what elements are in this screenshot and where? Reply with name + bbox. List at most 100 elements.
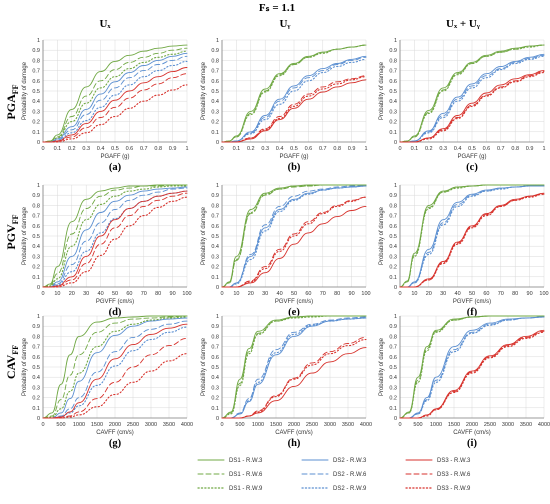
y-tick-label: 0.3 (32, 385, 40, 391)
x-tick-label: 40 (455, 291, 461, 297)
series-line-ds2-r-w-6 (42, 187, 188, 288)
y-tick-label: 1 (216, 38, 219, 44)
x-tick-label: 1500 (270, 422, 282, 428)
y-tick-label: 0.8 (389, 58, 397, 64)
x-tick-label: 0.3 (82, 146, 90, 152)
panel-f: 00.10.20.30.40.50.60.70.80.910 10 20 30 40 50… (379, 183, 549, 318)
x-axis-label: PGAFF (g) (457, 154, 486, 160)
x-tick-label: 0.7 (319, 146, 327, 152)
y-tick-label: 0.9 (389, 193, 397, 199)
y-tick-label: 0.5 (389, 365, 397, 371)
y-tick-label: 0.6 (32, 224, 40, 230)
series-line-ds2-r-w-9 (221, 58, 367, 143)
y-tick-label: 0.5 (32, 89, 40, 95)
y-tick-label: 0.5 (32, 365, 40, 371)
y-tick-label: 0.8 (211, 203, 219, 209)
x-tick-label: 90 (527, 291, 533, 297)
x-axis-label: PGVFF (cm/s) (96, 299, 134, 305)
y-tick-label: 0 (394, 416, 397, 422)
series-line-ds2-r-w-6 (399, 185, 545, 288)
y-tick-label: 0.6 (32, 355, 40, 361)
y-tick-label: 0.6 (211, 355, 219, 361)
y-tick-label: 0.5 (389, 234, 397, 240)
x-tick-label: 60 (305, 291, 311, 297)
series-line-ds1-r-w-3 (42, 315, 188, 419)
y-tick-label: 0.6 (389, 355, 397, 361)
series-line-ds3-r-w-6 (42, 73, 188, 143)
series-line-ds1-r-w-9 (221, 44, 367, 143)
series-line-ds3-r-w-9 (399, 193, 545, 288)
x-tick-label: 1 (542, 146, 545, 152)
series-line-ds2-r-w-3 (42, 317, 188, 419)
y-tick-label: 0.5 (211, 365, 219, 371)
figure-title: Fₛ = 1.1 (259, 2, 295, 14)
x-tick-label: 50 (291, 291, 297, 297)
x-tick-label: 0.3 (439, 146, 447, 152)
x-axis-label: PGVFF (cm/s) (453, 299, 491, 305)
panel-b: 0 0.1 0.2 0.3 0.4 0.5 0.6 0.7 0.8 0.9 1 0 0.1 0.2 0.3 0… (201, 38, 368, 173)
series-line-ds3-r-w-3 (42, 190, 188, 288)
panel-e: 00.10.20.30.40.50.60.70.80.910 10 20 30 40 50… (201, 183, 371, 318)
panel-letter: (b) (288, 162, 301, 173)
series-line-ds1-r-w-3 (42, 44, 188, 143)
legend-label: DS1 - R.W.3 (229, 458, 263, 464)
x-tick-label: 0 (41, 291, 44, 297)
row-label-cav: CAVFF (4, 345, 20, 379)
x-tick-label: 0.1 (233, 146, 241, 152)
x-tick-label: 0.5 (111, 146, 119, 152)
y-tick-label: 1 (394, 183, 397, 189)
y-tick-label: 0.9 (389, 48, 397, 54)
y-tick-label: 0.1 (32, 275, 40, 281)
y-tick-label: 0 (394, 140, 397, 146)
legend-item: DS2 - R.W.6 (301, 472, 367, 478)
panel-d: 00.10.20.30.40.50.60.70.80.910 10 20 30 40 50… (22, 183, 192, 318)
x-tick-label: 0.6 (126, 146, 134, 152)
y-tick-label: 0.9 (211, 324, 219, 330)
series-line-ds1-r-w-6 (221, 44, 367, 143)
y-tick-label: 1 (37, 314, 40, 320)
series-line-ds1-r-w-3 (399, 44, 545, 143)
x-tick-label: 1 (364, 146, 367, 152)
series-line-ds2-r-w-9 (399, 185, 545, 288)
x-tick-label: 0.9 (169, 146, 177, 152)
y-tick-label: 0 (37, 140, 40, 146)
x-tick-label: 1000 (73, 422, 85, 428)
series-line-ds2-r-w-3 (221, 317, 367, 419)
y-tick-label: 0.4 (32, 375, 40, 381)
y-tick-label: 0 (394, 285, 397, 291)
x-tick-label: 0 (220, 146, 223, 152)
x-tick-label: 0.6 (305, 146, 313, 152)
legend-item: DS2 - R.W.9 (301, 486, 367, 492)
x-tick-label: 2000 (466, 422, 478, 428)
y-tick-label: 0.7 (389, 345, 397, 351)
y-tick-label: 1 (394, 314, 397, 320)
y-tick-label: 0.1 (389, 406, 397, 412)
x-tick-label: 70 (141, 291, 147, 297)
series-line-ds2-r-w-6 (42, 55, 188, 143)
panel-letter: (f) (467, 307, 478, 318)
column-title-ux-uy: Uₓ + Uᵧ (446, 18, 480, 30)
panel-letter: (a) (109, 162, 122, 173)
panel-h: 0 0.1 0.2 0.3 0.4 0.5 0.6 0.7 0.8 0.9 1 0 500 1000 150… (201, 314, 372, 449)
y-tick-label: 0.2 (211, 396, 219, 402)
y-tick-label: 0.7 (32, 345, 40, 351)
y-tick-label: 1 (216, 183, 219, 189)
series-line-ds3-r-w-6 (42, 192, 188, 288)
y-tick-label: 0 (37, 285, 40, 291)
y-tick-label: 0.4 (32, 244, 40, 250)
series-line-ds1-r-w-9 (221, 184, 367, 288)
row-label-main: CAV (4, 354, 18, 379)
y-tick-label: 0 (216, 416, 219, 422)
y-tick-label: 0 (37, 416, 40, 422)
x-axis-label: PGAFF (g) (100, 154, 129, 160)
y-tick-label: 0.3 (32, 254, 40, 260)
y-axis-label: Probability of damage (379, 206, 385, 265)
x-tick-label: 30 (262, 291, 268, 297)
x-tick-label: 500 (56, 422, 65, 428)
row-label-pgv: PGVFF (4, 214, 20, 249)
x-tick-label: 3500 (520, 422, 532, 428)
x-tick-label: 2000 (109, 422, 121, 428)
x-tick-label: 0.5 (290, 146, 298, 152)
y-axis-label: Probability of damage (379, 337, 385, 396)
series-line-ds2-r-w-3 (42, 186, 188, 288)
